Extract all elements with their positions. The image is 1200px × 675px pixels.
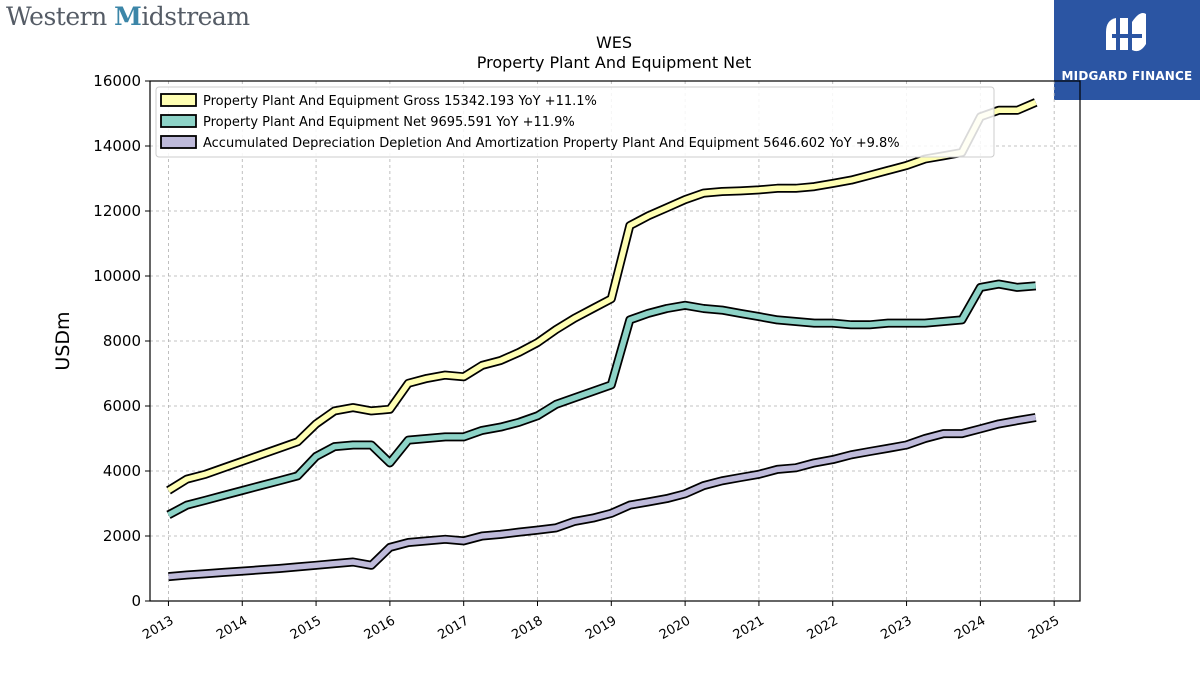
legend-box [155,86,995,158]
brand-logo: Western Midstream [6,2,250,31]
y-tick-label: 10000 [93,267,141,285]
x-tick-label: 2013 [140,613,176,643]
y-tick-label: 4000 [103,462,141,480]
y-tick-label: 12000 [93,202,141,220]
chart-title: WES [596,33,632,52]
legend-swatch [160,114,197,128]
series-line-outline [166,279,1037,519]
x-tick-label: 2024 [952,613,988,643]
x-tick-label: 2015 [288,613,324,643]
legend-label: Property Plant And Equipment Gross 15342… [203,94,597,109]
series-layer [166,98,1038,582]
x-tick-label: 2019 [583,613,619,643]
x-tick-label: 2022 [805,613,841,643]
x-tick-label: 2021 [731,613,767,643]
midgard-finance-badge: MIDGARD FINANCE [1054,0,1200,100]
x-tick-label: 2020 [657,613,693,643]
series-line [167,99,1037,493]
legend: Property Plant And Equipment Gross 15342… [155,86,995,158]
brand-name-part1: Western [6,2,115,31]
brand-name-part2: M [114,2,142,31]
brand-name-part3: idstream [141,2,250,31]
midgard-logo-icon [1106,13,1146,52]
x-tick-label: 2016 [362,613,398,643]
x-tick-label: 2014 [214,613,250,643]
y-tick-label: 14000 [93,137,141,155]
series-line [168,414,1037,580]
y-tick-label: 16000 [93,72,141,90]
legend-swatch [160,93,197,107]
y-tick-label: 8000 [103,332,141,350]
y-tick-label: 6000 [103,397,141,415]
y-tick-label: 2000 [103,527,141,545]
y-tick-label: 0 [131,592,141,610]
legend-label: Accumulated Depreciation Depletion And A… [203,136,900,151]
legend-label: Property Plant And Equipment Net 9695.59… [203,115,575,130]
y-axis: 0 2000 4000 6000 8000 10000 12000 14000 16000 [93,72,150,610]
legend-swatch [160,135,197,149]
chart-subtitle: Property Plant And Equipment Net [477,53,752,72]
y-axis-label: USDm [52,311,74,370]
x-tick-label: 2018 [509,613,545,643]
x-axis: 2013 2014 2015 2016 2017 2018 2019 2020 2021 2022… [140,601,1062,643]
x-tick-label: 2017 [436,613,472,643]
series-line [167,281,1036,518]
x-tick-label: 2023 [878,613,914,643]
series-line-outline [166,98,1038,495]
x-tick-label: 2025 [1026,613,1062,643]
badge-text: MIDGARD FINANCE [1061,69,1193,83]
